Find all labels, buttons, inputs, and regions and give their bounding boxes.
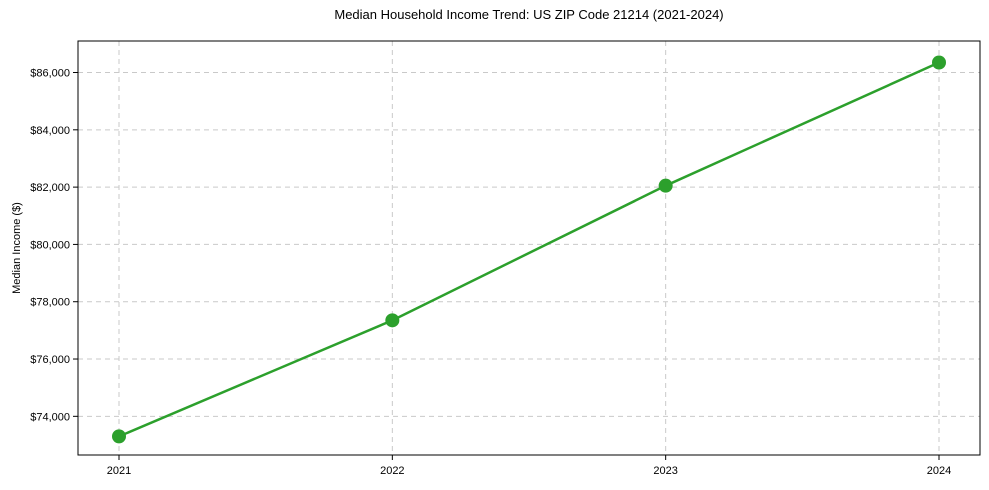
y-tick-label: $86,000: [30, 68, 70, 80]
y-tick-label: $80,000: [30, 239, 70, 251]
data-point-marker: [112, 429, 126, 444]
x-tick-label: 2024: [927, 465, 951, 477]
x-tick-label: 2023: [653, 465, 677, 477]
y-tick-label: $74,000: [30, 411, 70, 423]
y-tick-label: $76,000: [30, 354, 70, 366]
plot-border: [77, 40, 981, 456]
income-trend-line: [117, 61, 941, 438]
y-tick-label: $78,000: [30, 297, 70, 309]
y-tick-label: $82,000: [30, 182, 70, 194]
data-point-marker: [385, 313, 400, 328]
data-point-marker: [658, 178, 673, 193]
x-tick-label: 2022: [380, 465, 404, 477]
x-tick-label: 2021: [107, 465, 131, 477]
chart-title: Median Household Income Trend: US ZIP Co…: [334, 7, 724, 22]
data-point-marker: [932, 55, 946, 70]
y-tick-label: $84,000: [30, 125, 70, 137]
